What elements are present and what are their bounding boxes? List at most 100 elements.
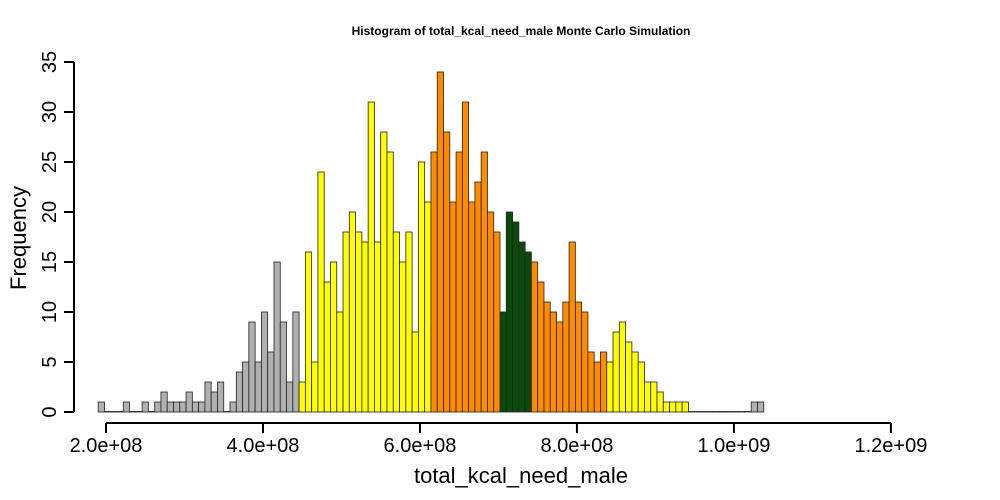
histogram-bar xyxy=(713,411,721,413)
histogram-bar xyxy=(405,231,413,413)
y-tick-label: 25 xyxy=(39,151,61,173)
histogram-bar xyxy=(267,351,275,413)
histogram-bar xyxy=(675,401,683,413)
histogram-bar xyxy=(688,411,696,413)
histogram-bar xyxy=(531,261,539,413)
histogram-bar xyxy=(443,131,451,413)
histogram-bar xyxy=(323,281,331,413)
histogram-bar xyxy=(342,231,350,413)
histogram-bar xyxy=(505,211,513,413)
histogram-bar xyxy=(662,401,670,413)
histogram-bar xyxy=(298,381,306,413)
y-tick-label: 30 xyxy=(39,101,61,123)
y-tick-label: 35 xyxy=(39,51,61,73)
y-tick-label: 15 xyxy=(39,251,61,273)
histogram-bar xyxy=(141,401,149,413)
histogram-bar xyxy=(574,301,583,413)
histogram-bar xyxy=(750,401,758,413)
x-tick-label: 8.0e+08 xyxy=(541,435,614,457)
histogram-bar xyxy=(562,301,570,413)
histogram-bar xyxy=(430,151,438,413)
histogram-bar xyxy=(449,201,457,413)
histogram-bar xyxy=(154,401,162,413)
x-axis-label: total_kcal_need_male xyxy=(414,463,628,488)
histogram-bar xyxy=(191,401,200,413)
histogram-bar xyxy=(273,261,281,413)
y-axis-label: Frequency xyxy=(6,186,31,290)
x-tick-label: 6.0e+08 xyxy=(384,435,457,457)
histogram-bar xyxy=(348,211,356,413)
histogram-bar xyxy=(706,411,714,413)
histogram-bar xyxy=(700,411,708,413)
histogram-bar xyxy=(637,361,645,413)
histogram-bar xyxy=(650,381,658,413)
histogram-bar xyxy=(738,411,746,413)
histogram-bar xyxy=(656,391,664,413)
histogram-bar xyxy=(461,101,470,413)
histogram-bar xyxy=(261,311,269,413)
histogram-bar xyxy=(631,351,639,413)
histogram-bar xyxy=(499,311,507,413)
histogram-bar xyxy=(694,411,702,413)
histogram-bar xyxy=(361,241,369,413)
histogram-bar xyxy=(424,201,432,413)
histogram-bar xyxy=(97,401,105,413)
histogram-bar xyxy=(110,411,118,413)
histogram-bar xyxy=(417,161,426,413)
histogram-bar xyxy=(568,241,576,413)
histogram-bar xyxy=(681,401,689,413)
histogram-bar xyxy=(286,381,294,413)
histogram-bar xyxy=(223,411,231,413)
y-axis-ticks: 0 5 10 15 20 25 30 35 xyxy=(39,51,74,418)
histogram-bar xyxy=(122,401,130,413)
histogram-bar xyxy=(367,101,375,413)
x-tick-label: 1.0e+09 xyxy=(697,435,770,457)
histogram-bar xyxy=(487,211,495,413)
histogram-bar xyxy=(355,231,363,413)
histogram-bar xyxy=(719,411,727,413)
histogram-bar xyxy=(330,261,338,413)
histogram-bar xyxy=(336,311,344,413)
histogram-bar xyxy=(392,231,400,413)
histogram-bar xyxy=(135,411,143,413)
histogram-bar xyxy=(587,351,595,413)
histogram-bar xyxy=(669,401,677,413)
histogram-bar xyxy=(147,411,156,413)
histogram-bar xyxy=(185,391,193,413)
histogram-bar xyxy=(179,401,187,413)
histogram-bar xyxy=(581,311,589,413)
histogram-bar xyxy=(725,411,733,413)
histogram-bar xyxy=(279,321,287,413)
histogram-bar xyxy=(493,231,501,413)
histogram-bar xyxy=(116,411,124,413)
histogram-bar xyxy=(606,361,614,413)
histogram-bar xyxy=(254,361,262,413)
x-tick-label: 4.0e+08 xyxy=(227,435,300,457)
histogram-bar xyxy=(518,241,526,413)
histogram-bar xyxy=(304,251,313,413)
histogram-bar xyxy=(618,321,627,413)
histogram-bar xyxy=(744,411,752,413)
histogram-bar xyxy=(625,341,633,413)
y-tick-label: 0 xyxy=(39,406,61,417)
y-tick-label: 5 xyxy=(39,356,61,367)
histogram-bar xyxy=(311,361,319,413)
histogram-bar xyxy=(757,401,765,413)
histogram-bar xyxy=(198,401,206,413)
histogram-bar xyxy=(556,321,564,413)
histogram-bar xyxy=(549,311,557,413)
histogram-bar xyxy=(512,221,520,413)
histogram-bar xyxy=(612,331,620,413)
x-tick-label: 2.0e+08 xyxy=(70,435,143,457)
histogram-bar xyxy=(380,131,388,413)
histogram-bar xyxy=(292,311,300,413)
histogram-bar xyxy=(248,321,256,413)
histogram-bar xyxy=(204,381,212,413)
histogram-bar xyxy=(210,391,218,413)
histogram-bar xyxy=(160,391,168,413)
x-axis-ticks: 2.0e+08 4.0e+08 6.0e+08 8.0e+08 1.0e+09 1.2e+… xyxy=(70,423,927,457)
histogram-bar xyxy=(411,331,419,413)
histogram-bar xyxy=(731,411,740,413)
histogram-bar xyxy=(166,401,174,413)
